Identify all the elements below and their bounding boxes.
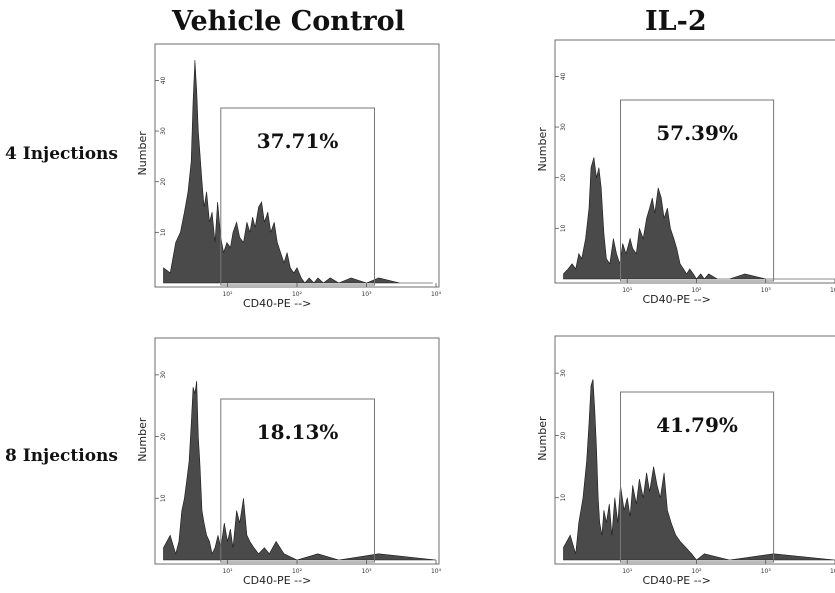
gate-percent-label: 57.39% xyxy=(656,121,738,145)
x-axis-label: CD40-PE --> xyxy=(643,574,711,587)
row-label-4-injections: 4 Injections xyxy=(5,144,118,164)
y-tick-label: 20 xyxy=(560,431,567,439)
column-title-vehicle-control: Vehicle Control xyxy=(172,6,405,37)
x-tick-label: 10¹ xyxy=(622,568,633,575)
gate-percent-label: 18.13% xyxy=(257,420,339,444)
x-axis-label: CD40-PE --> xyxy=(243,574,311,587)
x-tick-label: 10¹ xyxy=(622,287,633,294)
y-tick-label: 10 xyxy=(560,224,567,232)
x-tick-label: 10¹ xyxy=(222,568,233,575)
y-tick-label: 10 xyxy=(160,494,167,502)
x-tick-label: 10³ xyxy=(361,291,372,298)
x-tick-label: 10⁴ xyxy=(830,287,835,294)
gate-percent-label: 37.71% xyxy=(257,129,339,153)
x-tick-label: 10³ xyxy=(761,287,772,294)
x-tick-label: 10¹ xyxy=(222,291,233,298)
histogram-series xyxy=(564,157,835,279)
column-title-il2: IL-2 xyxy=(645,6,707,37)
y-tick-label: 10 xyxy=(560,494,567,502)
y-axis-label: Number xyxy=(536,127,549,172)
y-tick-label: 30 xyxy=(560,369,567,377)
x-axis-label: CD40-PE --> xyxy=(243,297,311,310)
histogram-series xyxy=(164,381,437,560)
x-axis-label: CD40-PE --> xyxy=(643,293,711,306)
y-tick-label: 30 xyxy=(560,123,567,131)
gate-percent-label: 41.79% xyxy=(656,413,738,437)
x-tick-label: 10⁴ xyxy=(431,568,442,575)
histogram-series xyxy=(164,60,433,283)
y-axis-label: Number xyxy=(136,417,149,462)
y-tick-label: 10 xyxy=(160,228,167,236)
row-label-8-injections: 8 Injections xyxy=(5,446,118,466)
y-tick-label: 20 xyxy=(160,433,167,441)
x-tick-label: 10³ xyxy=(361,568,372,575)
y-axis-label: Number xyxy=(536,416,549,461)
y-tick-label: 30 xyxy=(160,371,167,379)
x-tick-label: 10⁴ xyxy=(830,568,835,575)
y-axis-label: Number xyxy=(136,131,149,176)
y-tick-label: 40 xyxy=(560,72,567,80)
x-tick-label: 10³ xyxy=(761,568,772,575)
y-tick-label: 40 xyxy=(160,76,167,84)
y-tick-label: 20 xyxy=(560,174,567,182)
y-tick-label: 20 xyxy=(160,178,167,186)
y-tick-label: 30 xyxy=(160,127,167,135)
x-tick-label: 10⁴ xyxy=(431,291,442,298)
histogram-series xyxy=(564,379,835,560)
